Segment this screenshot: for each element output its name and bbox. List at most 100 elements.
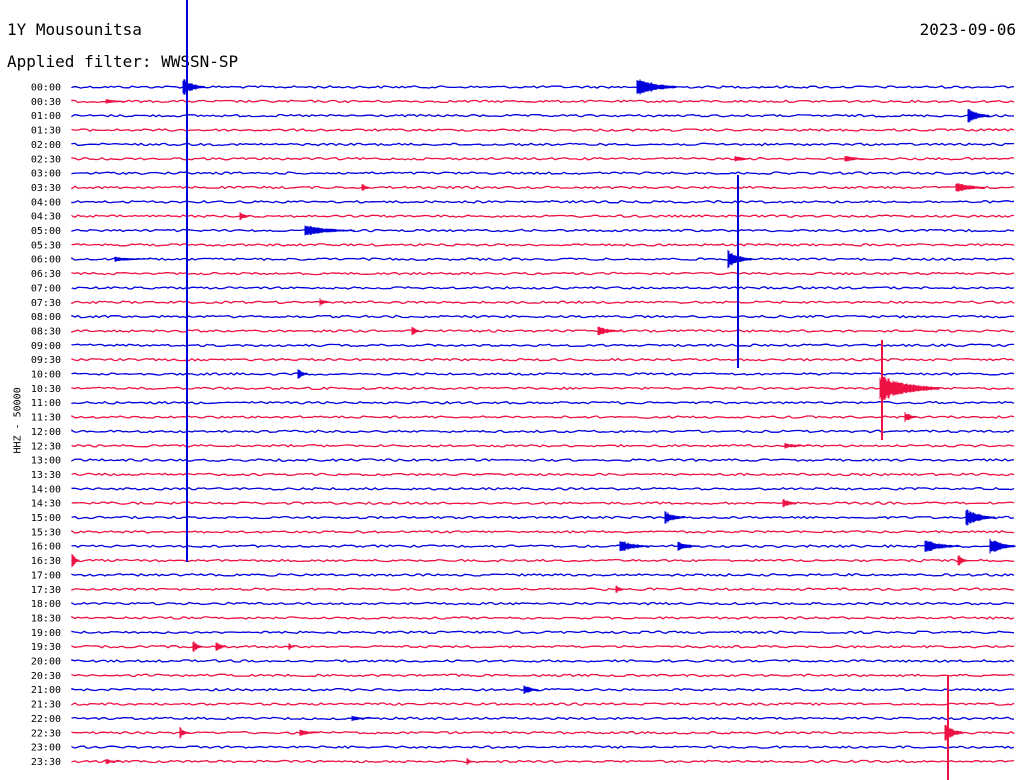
time-label: 18:00 xyxy=(31,599,61,610)
time-label: 17:30 xyxy=(31,585,61,596)
trace-line xyxy=(71,128,1015,132)
time-label: 15:00 xyxy=(31,513,61,524)
trace-line xyxy=(71,199,1015,204)
time-label: 08:30 xyxy=(31,326,61,337)
trace-line xyxy=(71,687,1014,692)
time-label: 14:30 xyxy=(31,499,61,510)
time-label: 14:00 xyxy=(31,484,61,495)
seismic-event xyxy=(879,376,940,400)
time-label: 22:30 xyxy=(31,728,61,739)
seismic-event xyxy=(319,298,330,307)
date-label: 2023-09-06 xyxy=(919,20,1016,39)
trace-line xyxy=(71,587,1015,592)
time-label: 16:00 xyxy=(31,542,61,553)
time-label: 18:30 xyxy=(31,613,61,624)
trace-line xyxy=(71,257,1015,262)
time-label: 16:30 xyxy=(31,556,61,567)
trace-line xyxy=(71,544,1015,549)
trace-line xyxy=(71,156,1014,161)
seismic-event xyxy=(989,538,1016,554)
seismic-event xyxy=(288,643,295,651)
trace-line xyxy=(71,501,1015,505)
trace-line xyxy=(71,529,1015,534)
trace-line xyxy=(71,142,1014,147)
filter-label: Applied filter: WWSSN-SP xyxy=(7,52,239,71)
time-label: 11:00 xyxy=(31,398,61,409)
seismic-event xyxy=(105,759,121,764)
time-label: 17:00 xyxy=(31,570,61,581)
station-title: 1Y Mousounitsa xyxy=(7,20,142,39)
trace-line xyxy=(71,243,1015,247)
time-label: 19:00 xyxy=(31,628,61,639)
time-label: 15:30 xyxy=(31,527,61,538)
time-label: 06:30 xyxy=(31,269,61,280)
trace-line xyxy=(71,415,1015,419)
time-label: 01:00 xyxy=(31,111,61,122)
seismic-event xyxy=(664,511,685,524)
seismic-event xyxy=(215,642,226,651)
time-label: 07:00 xyxy=(31,283,61,294)
trace-line xyxy=(71,429,1015,434)
trace-line xyxy=(71,85,1015,89)
seismic-event xyxy=(636,79,677,95)
trace-line xyxy=(71,659,1015,663)
trace-line xyxy=(71,716,1015,721)
time-label: 04:30 xyxy=(31,212,61,223)
trace-line xyxy=(71,515,1015,520)
seismic-event xyxy=(782,499,798,508)
time-label: 08:00 xyxy=(31,312,61,323)
seismic-event xyxy=(597,326,623,336)
trace-line xyxy=(71,745,1015,749)
trace-line xyxy=(71,601,1015,606)
time-label: 13:30 xyxy=(31,470,61,481)
trace-line xyxy=(71,615,1015,620)
time-label: 20:00 xyxy=(31,657,61,668)
time-label: 21:30 xyxy=(31,700,61,711)
time-label: 12:30 xyxy=(31,441,61,452)
time-label: 11:30 xyxy=(31,413,61,424)
time-label: 20:30 xyxy=(31,671,61,682)
trace-line xyxy=(71,357,1015,362)
trace-line xyxy=(71,343,1014,348)
time-label: 02:30 xyxy=(31,154,61,165)
seismic-event xyxy=(297,369,308,379)
trace-line xyxy=(71,486,1015,491)
seismic-event xyxy=(114,256,150,262)
seismic-event xyxy=(967,109,990,123)
trace-line xyxy=(71,386,1015,391)
trace-line xyxy=(71,759,1015,764)
time-label: 00:00 xyxy=(31,83,61,94)
seismic-event xyxy=(784,443,810,449)
time-label: 19:30 xyxy=(31,642,61,653)
trace-line xyxy=(71,286,1015,290)
trace-line xyxy=(71,113,1015,118)
seismic-event xyxy=(677,541,698,551)
seismic-event xyxy=(192,641,203,652)
time-label: 04:00 xyxy=(31,197,61,208)
seismic-event xyxy=(304,225,355,236)
seismic-event xyxy=(466,757,473,766)
seismic-event xyxy=(955,183,986,192)
time-label: 00:30 xyxy=(31,97,61,108)
seismic-event xyxy=(727,250,753,269)
trace-line xyxy=(71,702,1015,706)
time-label: 23:00 xyxy=(31,743,61,754)
seismic-event xyxy=(844,156,865,162)
trace-line xyxy=(71,185,1015,190)
seismic-event xyxy=(239,212,250,220)
trace-line xyxy=(71,214,1015,218)
trace-line xyxy=(71,730,1015,735)
seismic-event xyxy=(734,156,750,162)
trace-line xyxy=(71,372,1015,376)
trace-line xyxy=(71,99,1015,104)
seismic-event xyxy=(105,99,128,104)
time-label: 03:30 xyxy=(31,183,61,194)
trace-line xyxy=(71,443,1015,448)
seismic-event xyxy=(179,726,190,739)
trace-line xyxy=(71,271,1015,276)
time-label: 13:00 xyxy=(31,456,61,467)
seismic-event xyxy=(299,729,320,736)
trace-line xyxy=(71,314,1015,319)
time-label: 10:00 xyxy=(31,370,61,381)
seismic-event xyxy=(965,509,996,526)
